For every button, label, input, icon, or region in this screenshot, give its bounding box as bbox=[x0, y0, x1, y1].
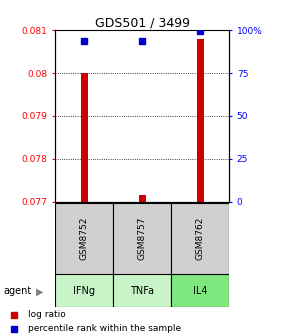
Bar bbox=[171, 203, 229, 274]
Text: IFNg: IFNg bbox=[73, 286, 95, 296]
Text: percentile rank within the sample: percentile rank within the sample bbox=[28, 324, 181, 333]
Text: agent: agent bbox=[3, 286, 31, 296]
Text: TNFa: TNFa bbox=[130, 286, 154, 296]
Bar bbox=[171, 274, 229, 307]
Text: GSM8752: GSM8752 bbox=[79, 217, 89, 260]
Bar bbox=[55, 203, 113, 274]
Bar bbox=[55, 274, 113, 307]
Bar bbox=[113, 203, 171, 274]
Bar bbox=[139, 195, 146, 202]
Bar bbox=[113, 274, 171, 307]
Text: log ratio: log ratio bbox=[28, 310, 66, 319]
Bar bbox=[197, 39, 204, 202]
Text: GSM8762: GSM8762 bbox=[195, 217, 205, 260]
Text: GSM8757: GSM8757 bbox=[137, 217, 147, 260]
Bar bbox=[81, 73, 88, 202]
Text: IL4: IL4 bbox=[193, 286, 207, 296]
Title: GDS501 / 3499: GDS501 / 3499 bbox=[95, 16, 190, 29]
Text: ▶: ▶ bbox=[36, 286, 44, 296]
